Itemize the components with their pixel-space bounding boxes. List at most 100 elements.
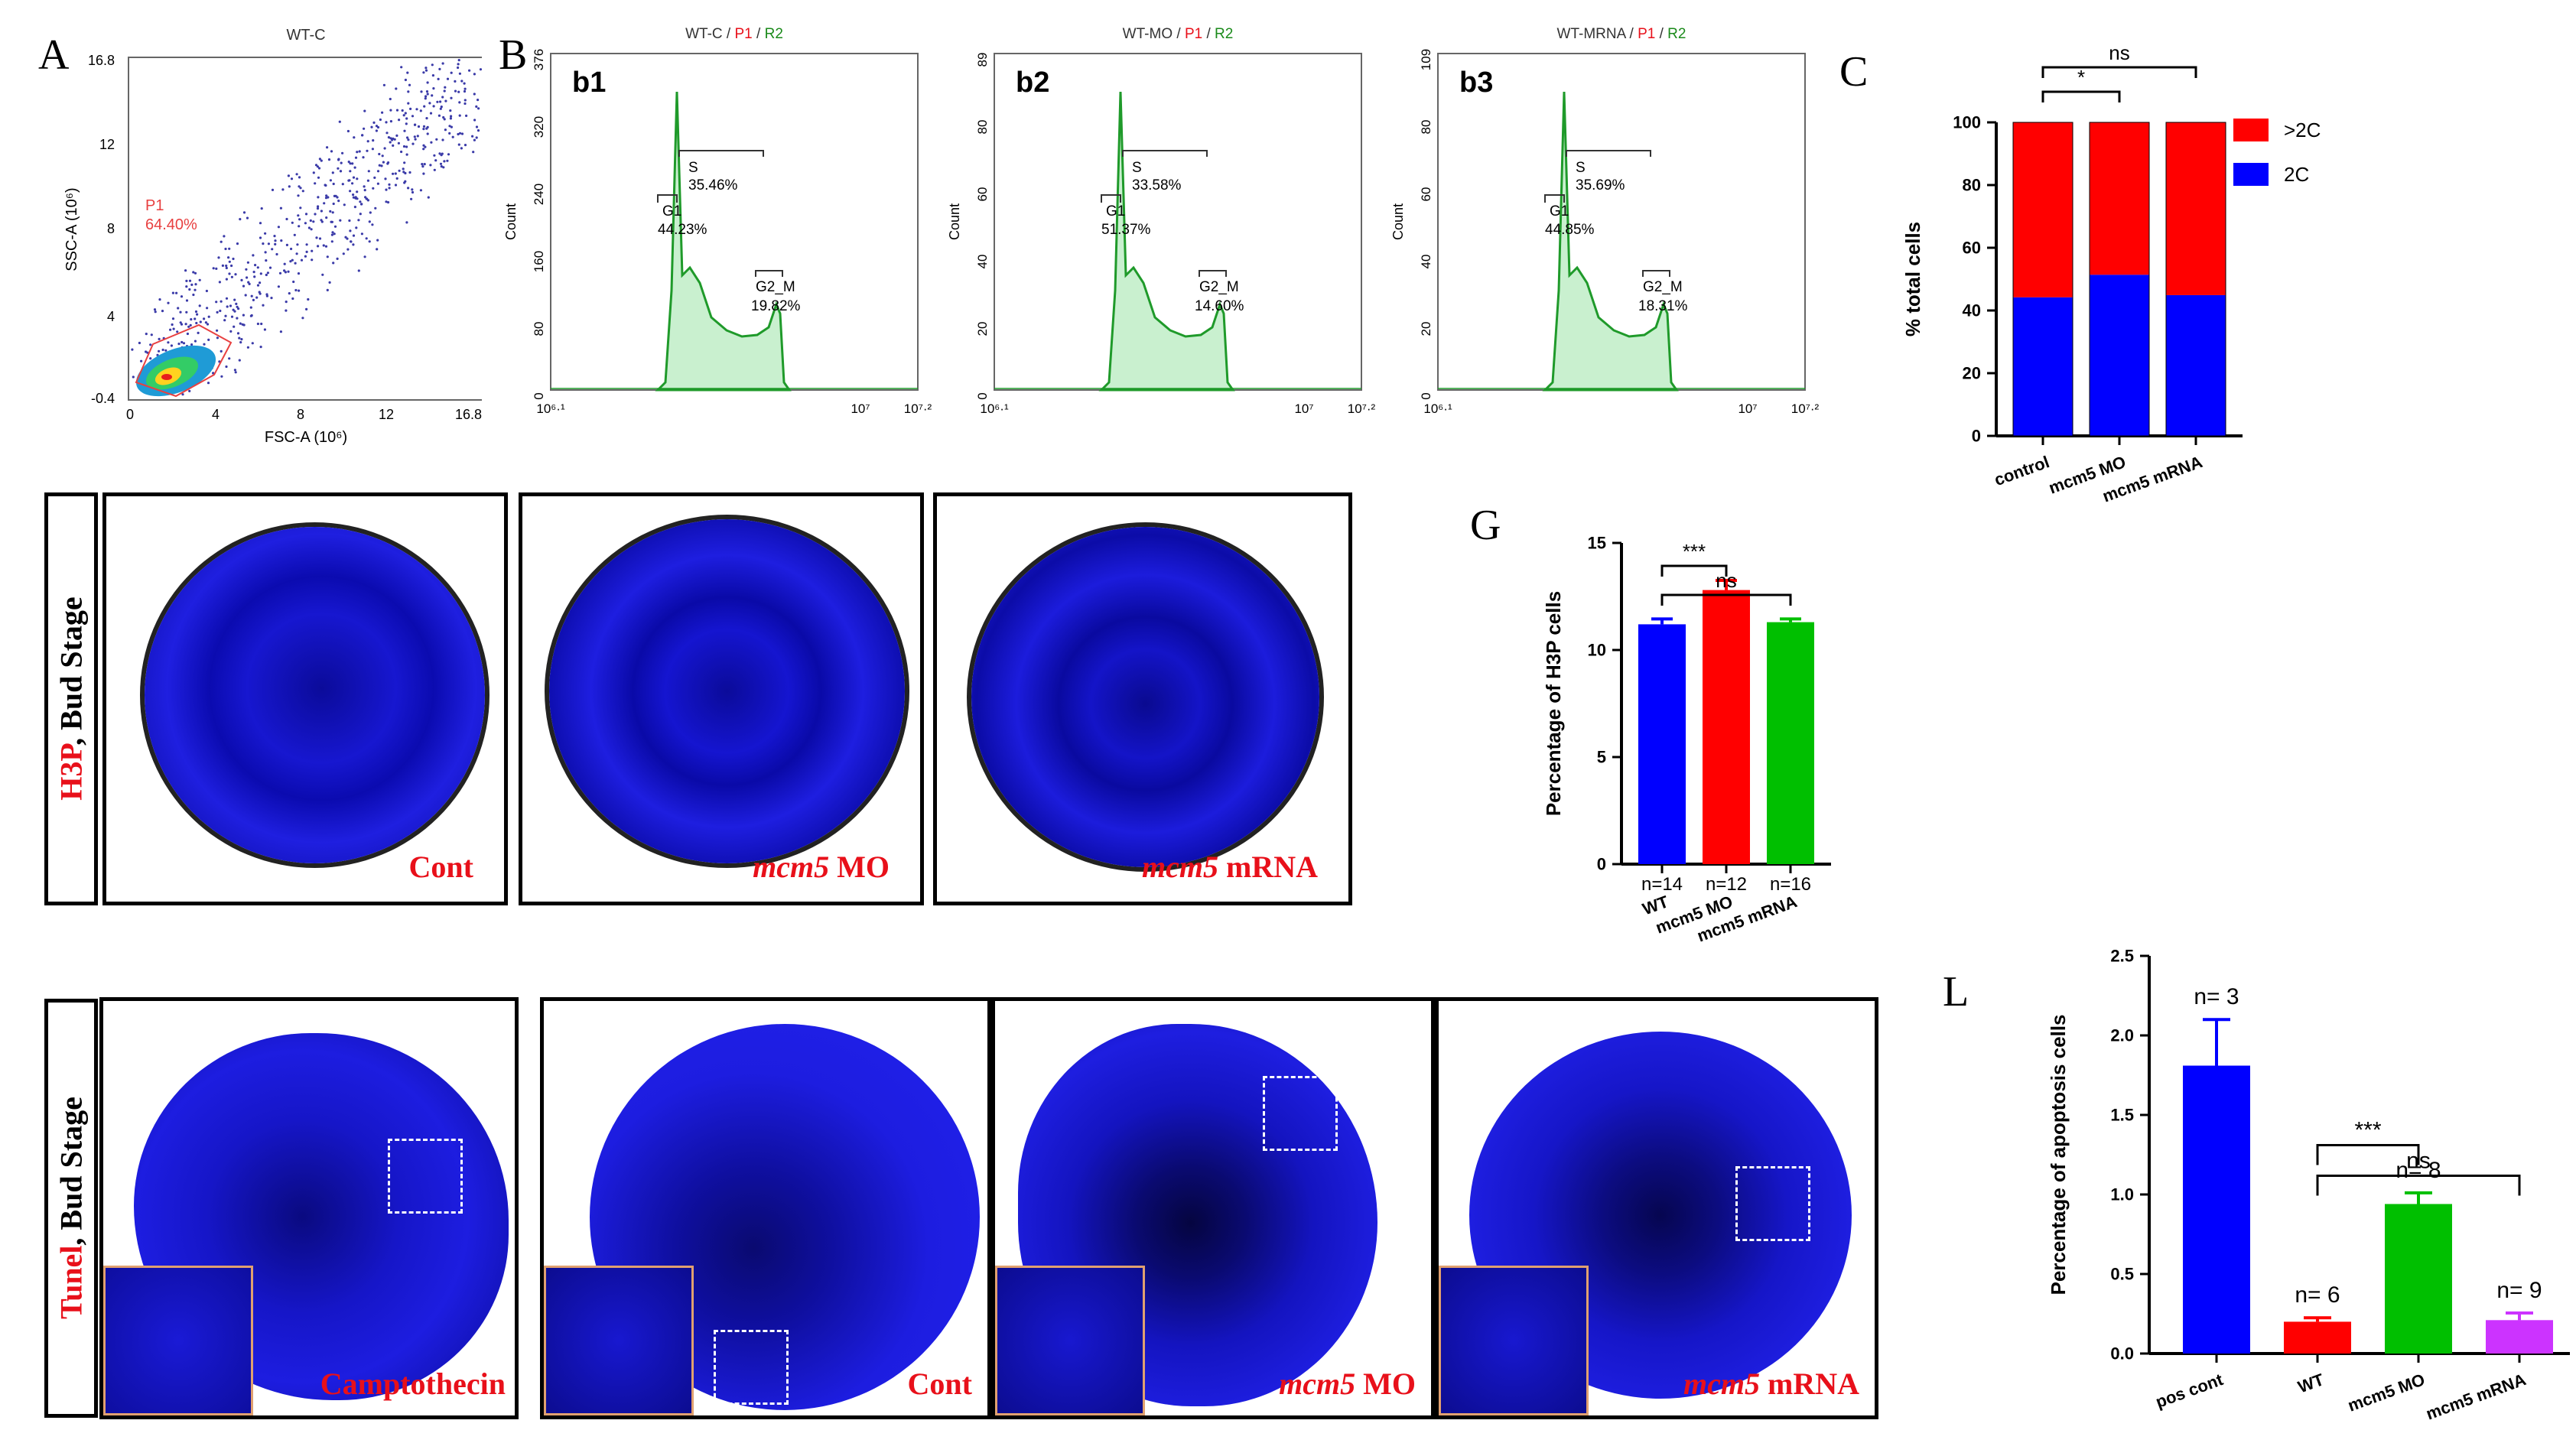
scatter-dot [424,69,428,72]
scatter-dot [192,271,195,274]
scatter-dot [294,288,298,292]
scatter-dot [340,161,343,164]
scatter-dot [392,172,395,175]
scatter-dot [342,252,345,255]
scatter-y-ticks: 16.8 12 8 4 -0.4 [88,53,115,406]
scatter-dot [439,162,443,165]
scatter-dot [164,349,168,352]
bar [1638,624,1686,864]
scatter-dot [374,206,377,210]
scatter-dot [291,258,294,262]
scatter-dot [402,167,405,171]
bar [2486,1320,2553,1354]
scatter-dot [216,310,219,314]
scatter-dot [301,190,304,193]
scatter-dot [423,163,426,166]
scatter-dot [433,154,436,157]
scatter-dot [414,138,417,141]
gate-g1-bracket [657,194,678,203]
scatter-dot [404,180,407,183]
scatter-dot [421,163,424,166]
scatter-dot [344,236,347,239]
scatter-dot [203,317,206,320]
x-category-label: WT [2295,1370,2327,1396]
scatter-dot [365,197,368,200]
histogram-ytick: 240 [532,184,546,205]
scatter-dot [403,129,406,132]
scatter-dot [441,62,444,65]
scatter-dot [339,219,342,222]
stacked-bar-segment [2013,297,2073,436]
bar-chart-apoptosis: 0.0 0.5 1.0 1.5 2.0 2.5 Percentage of apoptosi… [2047,947,2570,1424]
histogram-ytick: 80 [532,322,546,336]
scatter-dot [326,146,329,149]
scatter-dot [363,255,366,258]
scatter-dot [256,322,259,326]
y-tick-label: 10 [1588,641,1606,660]
scatter-dot [153,308,157,311]
error-bar [2506,1311,2533,1321]
scatter-dot [460,132,464,135]
scatter-dot [458,132,462,135]
scatter-dot [405,221,408,224]
histogram-b1: WT-C / P1 / R2 b1 0 80 160 240 320 376 Count 10⁶·… [503,26,932,416]
scatter-dot [258,291,261,294]
histogram-ytick: 0 [532,392,546,399]
scatter-dot [366,149,369,152]
scatter-dot [158,349,161,353]
scatter-dot [422,144,425,147]
scatter-dot [425,117,428,120]
scatter-dot [427,196,430,199]
scatter-dot [247,281,250,284]
scatter-dot [371,148,374,151]
gate-s-value: 33.58% [1132,177,1182,193]
scatter-dot [288,185,291,188]
scatter-dot [385,121,388,124]
scatter-dot [473,138,476,141]
scatter-dot [444,99,447,102]
scatter-dot [212,267,215,270]
gate-p1-outline [135,323,233,398]
histogram-ytick: 60 [975,187,990,202]
scatter-dot [285,217,288,221]
scatter-dot [410,197,413,200]
scatter-dot [285,309,288,312]
y-tick-label: 80 [1963,176,1981,195]
scatter-dot [400,66,403,69]
histogram-ylabel: Count [947,203,962,240]
gate-g2-name: G2_M [1643,279,1683,295]
scatter-dot [299,206,302,210]
scatter-dot [279,330,282,333]
scatter-dot [241,323,244,326]
scatter-x-ticks: 0 4 8 12 16.8 [126,407,482,422]
scatter-dot [295,173,298,176]
gate-g1-name: G1 [1550,203,1569,219]
bar [2183,1065,2250,1354]
scatter-dot [251,342,254,345]
scatter-dot [240,338,243,341]
scatter-dot [333,225,337,228]
gate-s-bracket [1566,150,1651,157]
n-label: n=16 [1770,874,1811,895]
histogram-xtick: 10⁷·² [1348,401,1376,416]
scatter-dot [184,269,187,272]
panel-letter-c: C [1839,48,1869,96]
scatter-dot [404,171,407,175]
scatter-dot [422,71,425,74]
scatter-dot [215,267,218,270]
embryo-image-mo [549,519,905,863]
panel-letter-g: G [1470,502,1501,549]
scatter-dot [252,271,255,274]
scatter-dot [233,369,236,372]
scatter-dot [217,256,220,259]
scatter-dot [389,109,392,112]
scatter-dot [221,264,224,267]
scatter-dot [246,346,249,349]
scatter-dot [457,63,460,66]
embryo-panel-j: mcm5 MO [991,997,1435,1419]
scatter-dot [403,161,406,164]
scatter-dot [457,66,460,70]
h3p-side-label-stage: , Bud Stage [54,596,89,746]
scatter-dot [400,150,403,154]
scatter-dot [383,147,386,150]
